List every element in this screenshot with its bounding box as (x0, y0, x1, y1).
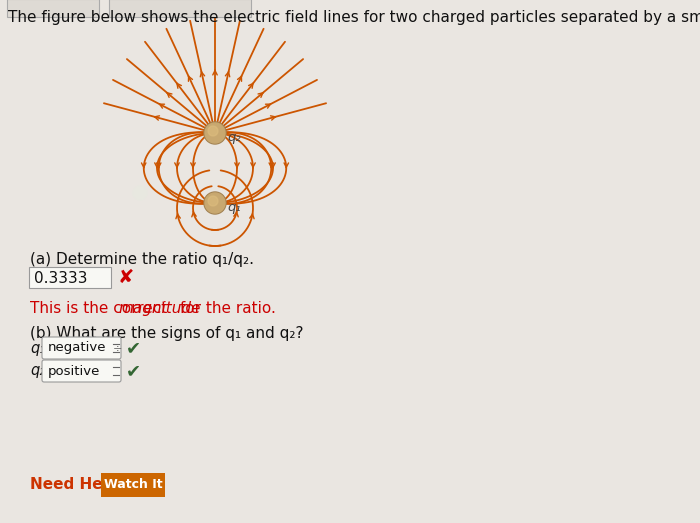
Text: positive: positive (48, 365, 100, 378)
Text: Watch It: Watch It (104, 479, 162, 492)
Text: 0.3333: 0.3333 (34, 271, 88, 286)
Text: magnitude: magnitude (118, 301, 200, 316)
FancyBboxPatch shape (101, 473, 165, 497)
Circle shape (208, 196, 218, 206)
Circle shape (205, 123, 225, 143)
Text: q₁: q₁ (227, 200, 241, 213)
Text: for the ratio.: for the ratio. (175, 301, 276, 316)
Text: This is the correct: This is the correct (30, 301, 172, 316)
Text: (b) What are the signs of q₁ and q₂?: (b) What are the signs of q₁ and q₂? (30, 326, 304, 341)
FancyBboxPatch shape (7, 0, 99, 17)
Circle shape (204, 122, 226, 144)
Text: Need Help?: Need Help? (30, 477, 127, 493)
Text: ÷: ÷ (113, 343, 122, 353)
Circle shape (205, 193, 225, 213)
FancyBboxPatch shape (29, 267, 111, 288)
FancyBboxPatch shape (109, 0, 251, 17)
Text: q₁: q₁ (30, 340, 45, 356)
FancyBboxPatch shape (42, 360, 121, 382)
Text: ✘: ✘ (118, 268, 134, 287)
Circle shape (204, 192, 226, 214)
FancyBboxPatch shape (42, 337, 121, 359)
Text: q₂: q₂ (30, 363, 45, 379)
Circle shape (208, 126, 218, 136)
Text: negative: negative (48, 342, 106, 355)
Text: ✔: ✔ (126, 339, 141, 357)
Text: (a) Determine the ratio q₁/q₂.: (a) Determine the ratio q₁/q₂. (30, 252, 254, 267)
Circle shape (133, 186, 147, 200)
Text: The figure below shows the electric field lines for two charged particles separa: The figure below shows the electric fiel… (8, 10, 700, 25)
Text: q₂: q₂ (227, 131, 241, 143)
Text: ✔: ✔ (126, 362, 141, 380)
